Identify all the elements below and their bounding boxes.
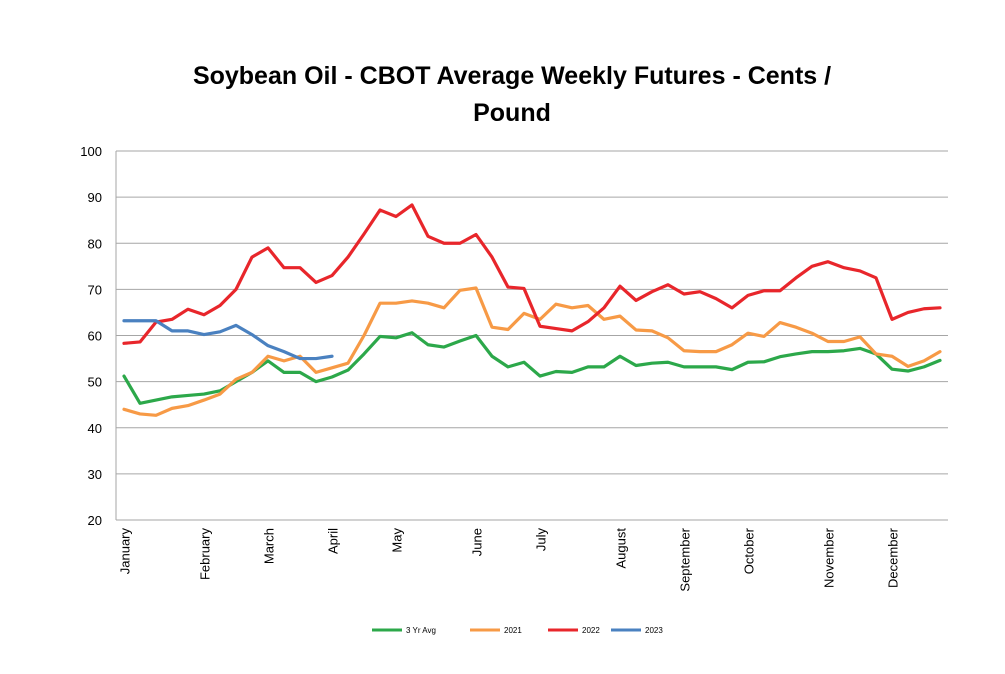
x-tick-label: December	[886, 527, 901, 588]
legend-label: 2021	[504, 626, 522, 635]
y-tick-label: 90	[88, 190, 102, 205]
y-tick-label: 20	[88, 513, 102, 528]
x-tick-label: November	[822, 527, 837, 588]
x-tick-label: June	[470, 528, 485, 556]
series-line	[122, 203, 942, 345]
legend-item: 2022	[548, 626, 600, 635]
legend-label: 2023	[645, 626, 663, 635]
x-tick-label: February	[198, 528, 213, 581]
series-line	[122, 319, 334, 361]
x-tick-label: March	[262, 528, 277, 564]
chart-title: Soybean Oil - CBOT Average Weekly Future…	[192, 62, 832, 127]
y-tick-label: 100	[80, 144, 102, 159]
legend-label: 3 Yr Avg	[406, 626, 436, 635]
legend-item: 2023	[611, 626, 663, 635]
x-tick-label: September	[678, 527, 693, 591]
y-tick-label: 70	[88, 282, 102, 297]
legend-label: 2022	[582, 626, 600, 635]
x-tick-label: August	[614, 528, 629, 569]
series-line	[122, 286, 942, 417]
y-tick-label: 60	[88, 329, 102, 344]
x-tick-label: January	[118, 528, 133, 575]
y-tick-label: 50	[88, 375, 102, 390]
legend: 3 Yr Avg 2021 2022 2023	[372, 626, 663, 635]
x-tick-label: July	[534, 528, 549, 552]
x-tick-label: May	[390, 528, 405, 553]
legend-item: 3 Yr Avg	[372, 626, 436, 635]
x-tick-label: April	[326, 528, 341, 554]
series-line	[122, 331, 942, 405]
y-tick-label: 80	[88, 236, 102, 251]
y-tick-label: 30	[88, 467, 102, 482]
legend-item: 2021	[470, 626, 522, 635]
y-tick-label: 40	[88, 421, 102, 436]
x-tick-label: October	[742, 527, 757, 574]
